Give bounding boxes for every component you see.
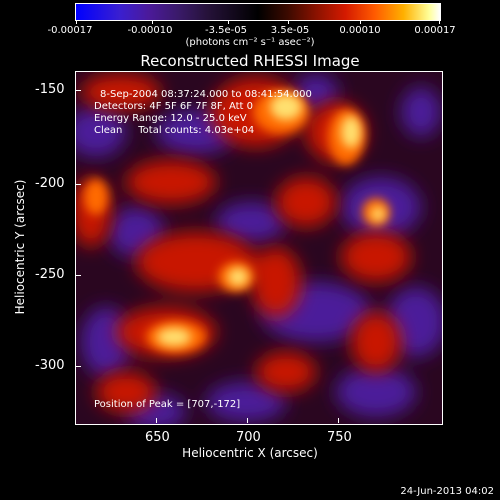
- clean-counts-text: Clean Total counts: 4.03e+04: [94, 125, 255, 136]
- y-tick-label: -200: [35, 176, 65, 191]
- x-tick: [247, 418, 248, 423]
- colorbar-tick-label: -0.00010: [127, 25, 173, 36]
- y-tick: [76, 90, 81, 91]
- y-tick-label: -150: [35, 82, 65, 97]
- colorbar-gradient: [76, 4, 440, 20]
- x-tick-label: 750: [327, 430, 352, 445]
- colorbar-tick: [288, 20, 289, 24]
- y-tick: [76, 184, 81, 185]
- rhessi-image: [76, 72, 442, 424]
- colorbar-tick-label: -3.5e-05: [205, 25, 247, 36]
- colorbar-tick: [228, 20, 229, 24]
- footer-date: 24-Jun-2013 04:02: [400, 486, 494, 497]
- x-tick-label: 650: [145, 430, 170, 445]
- time-range-text: 8-Sep-2004 08:37:24.000 to 08:41:54.000: [100, 89, 312, 100]
- colorbar-tick-label: -0.00017: [47, 25, 93, 36]
- colorbar-tick: [76, 20, 77, 24]
- detectors-text: Detectors: 4F 5F 6F 7F 8F, Att 0: [94, 101, 254, 112]
- colorbar-tick-label: 0.00017: [414, 25, 456, 36]
- colorbar-tick-label: 0.00010: [339, 25, 381, 36]
- colorbar-tick: [439, 20, 440, 24]
- peak-position-text: Position of Peak = [707,-172]: [94, 399, 241, 410]
- y-tick-label: -300: [35, 358, 65, 373]
- energy-range-text: Energy Range: 12.0 - 25.0 keV: [94, 113, 247, 124]
- colorbar: [75, 3, 441, 21]
- positive-regions: [76, 74, 411, 412]
- peak-regions: [157, 94, 385, 346]
- plot-title: Reconstructed RHESSI Image: [140, 52, 360, 70]
- colorbar-units: (photons cm⁻² s⁻¹ asec⁻²): [185, 37, 315, 48]
- x-tick: [156, 418, 157, 423]
- y-axis-label: Heliocentric Y (arcsec): [13, 179, 27, 315]
- colorbar-tick: [152, 20, 153, 24]
- x-tick: [338, 418, 339, 423]
- image-plot: [75, 71, 443, 425]
- y-tick: [76, 275, 81, 276]
- colorbar-tick: [360, 20, 361, 24]
- x-tick-label: 700: [236, 430, 261, 445]
- colorbar-tick-label: 3.5e-05: [270, 25, 310, 36]
- x-axis-label: Heliocentric X (arcsec): [182, 446, 318, 460]
- bright-regions: [84, 90, 390, 353]
- y-tick-label: -250: [35, 267, 65, 282]
- y-tick: [76, 366, 81, 367]
